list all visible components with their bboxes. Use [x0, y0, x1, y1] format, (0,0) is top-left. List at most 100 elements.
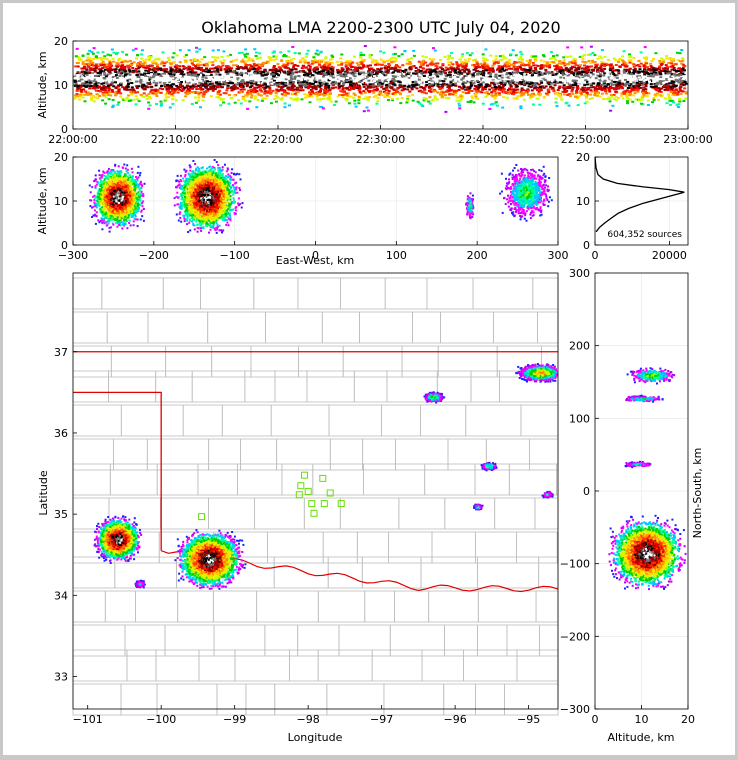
time-height-cell — [520, 68, 523, 70]
time-height-cell — [101, 67, 104, 69]
time-height-cell — [234, 102, 237, 104]
time-height-cell — [632, 57, 635, 59]
time-height-cell — [135, 85, 138, 87]
time-height-cell — [439, 82, 442, 84]
time-height-cell — [307, 86, 310, 88]
time-height-cell — [673, 90, 676, 92]
time-height-cell — [613, 58, 616, 60]
time-height-cell — [454, 85, 457, 87]
time-height-cell — [577, 104, 580, 106]
time-height-cell — [340, 54, 343, 56]
time-height-cell — [418, 61, 421, 63]
time-height-cell — [197, 74, 200, 76]
time-height-cell — [206, 80, 209, 82]
time-height-cell — [312, 87, 315, 89]
time-height-cell — [295, 71, 298, 73]
time-height-cell — [338, 88, 341, 90]
time-height-cell — [291, 86, 294, 88]
time-height-cell — [626, 97, 629, 99]
time-height-cell — [150, 86, 153, 88]
time-height-cell — [248, 60, 251, 62]
time-height-cell — [129, 91, 132, 93]
time-height-cell — [154, 92, 157, 94]
time-height-cell — [331, 87, 334, 89]
time-height-cell — [682, 58, 685, 60]
time-height-cell — [145, 77, 148, 79]
time-height-cell — [238, 52, 241, 54]
time-height-cell — [284, 95, 287, 97]
time-height-cell — [87, 92, 90, 94]
time-height-cell — [524, 69, 527, 71]
time-height-cell — [553, 90, 556, 92]
time-height-cell — [448, 87, 451, 89]
time-height-cell — [510, 88, 513, 90]
time-height-cell — [108, 87, 111, 89]
time-height-cell — [240, 86, 243, 88]
time-height-cell — [436, 99, 439, 101]
time-height-cell — [310, 96, 313, 98]
time-height-cell — [175, 88, 178, 90]
time-height-cell — [100, 64, 103, 66]
time-height-cell — [384, 65, 387, 67]
time-height-cell — [309, 101, 312, 103]
time-height-cell — [429, 78, 432, 80]
time-height-cell — [200, 72, 203, 74]
time-height-cell — [222, 50, 225, 52]
time-height-cell — [357, 102, 360, 104]
time-height-cell — [370, 68, 373, 70]
time-height-cell — [88, 72, 91, 74]
time-height-cell — [608, 89, 611, 91]
time-height-cell — [83, 60, 86, 62]
time-height-cell — [526, 82, 529, 84]
time-height-cell — [275, 101, 278, 103]
time-height-cell — [639, 68, 642, 70]
time-height-cell — [362, 72, 365, 74]
time-height-cell — [430, 88, 433, 90]
time-height-cell — [257, 99, 260, 101]
time-height-cell — [155, 95, 158, 97]
time-height-cell — [547, 79, 550, 81]
time-height-cell — [301, 67, 304, 69]
time-height-cell — [165, 68, 168, 70]
time-height-cell — [296, 98, 299, 100]
time-height-cell — [207, 76, 210, 78]
time-height-cell — [116, 77, 119, 79]
time-height-cell — [322, 76, 325, 78]
time-height-cell — [237, 67, 240, 69]
time-height-cell — [76, 93, 79, 95]
time-height-cell — [86, 83, 89, 85]
time-height-cell — [304, 78, 307, 80]
time-height-cell — [422, 55, 425, 57]
time-height-cell — [490, 82, 493, 84]
time-height-cell — [628, 53, 631, 55]
time-height-cell — [528, 62, 531, 64]
time-height-cell — [118, 75, 121, 77]
time-height-cell — [311, 91, 314, 93]
time-height-cell — [135, 81, 138, 83]
time-height-cell — [177, 92, 180, 94]
time-height-cell — [171, 77, 174, 79]
time-height-cell — [76, 89, 79, 91]
time-height-cell — [260, 65, 263, 67]
time-height-cell — [218, 74, 221, 76]
time-height-cell — [231, 87, 234, 89]
time-height-cell — [651, 60, 654, 62]
time-height-cell — [538, 104, 541, 106]
time-height-cell — [368, 54, 371, 56]
time-height-cell — [384, 67, 387, 69]
time-height-cell — [114, 70, 117, 72]
time-height-cell — [519, 67, 522, 69]
time-height-cell — [79, 94, 82, 96]
time-height-cell — [197, 95, 200, 97]
time-height-cell — [188, 49, 191, 51]
time-height-cell — [583, 84, 586, 86]
time-height-cell — [322, 98, 325, 100]
time-height-cell — [270, 83, 273, 85]
time-height-cell — [679, 52, 682, 54]
time-height-cell — [281, 86, 284, 88]
time-height-cell — [284, 103, 287, 105]
time-height-cell — [245, 74, 248, 76]
time-height-cell — [573, 77, 576, 79]
time-height-cell — [628, 94, 631, 96]
time-height-cell — [432, 58, 435, 60]
